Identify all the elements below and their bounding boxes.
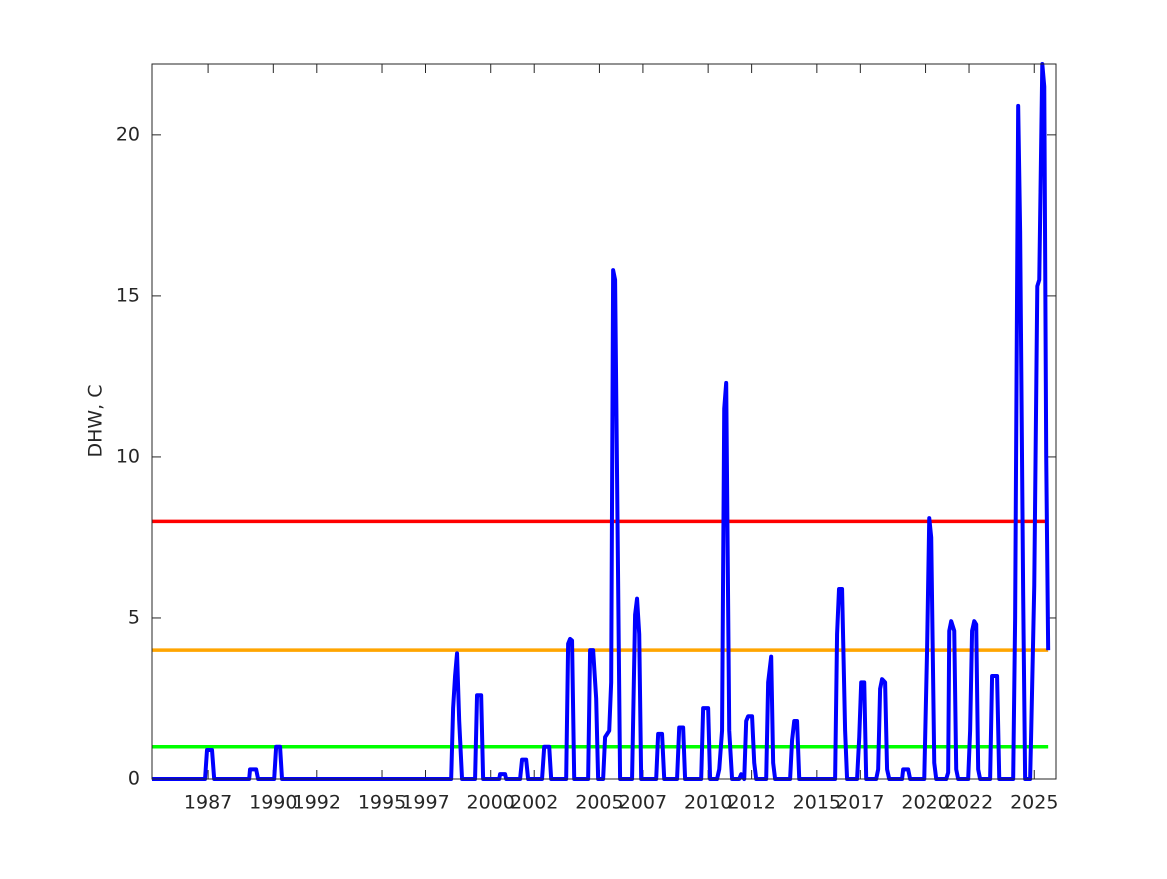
- x-tick-label: 2017: [836, 792, 884, 814]
- x-tick-label: 2000: [467, 792, 515, 814]
- axes-box: [151, 63, 1057, 780]
- x-tick-label: 2020: [901, 792, 949, 814]
- x-tick-label: 2012: [727, 792, 775, 814]
- x-tick-label: 2002: [510, 792, 558, 814]
- x-tick-label: 2025: [1010, 792, 1058, 814]
- x-tick-label: 2007: [619, 792, 667, 814]
- y-tick-label: 10: [116, 445, 140, 467]
- y-tick-label: 5: [128, 606, 140, 628]
- x-tick-label: 1987: [184, 792, 232, 814]
- y-tick-label: 0: [128, 768, 140, 790]
- x-tick-label: 2005: [575, 792, 623, 814]
- y-tick-label: 15: [116, 284, 140, 306]
- x-tick-label: 2010: [684, 792, 732, 814]
- x-tick-label: 1995: [358, 792, 406, 814]
- x-tick-label: 2022: [945, 792, 993, 814]
- x-tick-label: 1992: [293, 792, 341, 814]
- x-tick-label: 2015: [793, 792, 841, 814]
- x-tick-label: 1990: [249, 792, 297, 814]
- y-axis-label: DHW, C: [85, 384, 107, 457]
- y-tick-label: 20: [116, 123, 140, 145]
- x-tick-label: 1997: [401, 792, 449, 814]
